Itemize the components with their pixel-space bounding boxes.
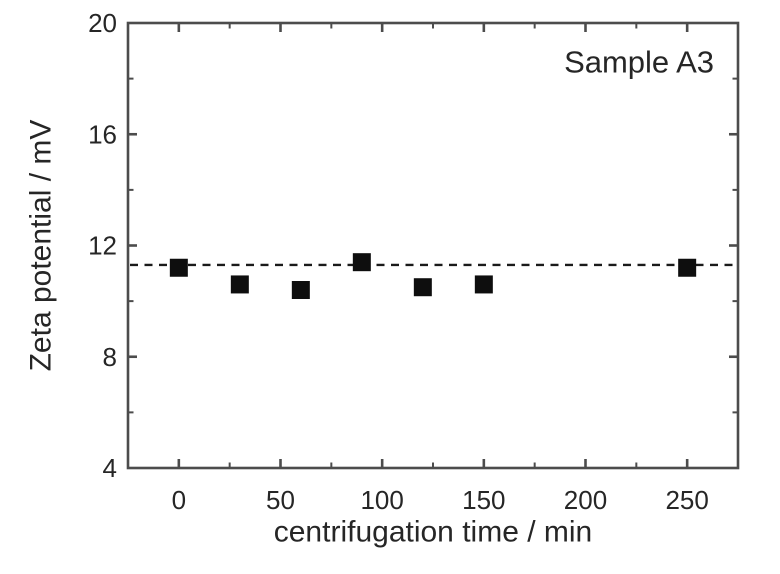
x-axis-title: centrifugation time / min xyxy=(274,516,592,549)
y-tick-label: 16 xyxy=(88,119,117,149)
data-point-marker xyxy=(352,253,371,272)
data-point-marker xyxy=(413,278,432,297)
x-tick-label: 150 xyxy=(462,485,505,515)
data-point-marker xyxy=(474,275,493,294)
y-axis-title: Zeta potential / mV xyxy=(25,120,58,372)
x-tick-label: 0 xyxy=(172,485,186,515)
x-tick-label: 250 xyxy=(665,485,708,515)
sample-annotation: Sample A3 xyxy=(564,45,714,80)
y-tick-label: 8 xyxy=(103,342,117,372)
y-tick-label: 4 xyxy=(103,453,117,483)
data-point-marker xyxy=(230,275,249,294)
x-tick-label: 100 xyxy=(360,485,403,515)
y-tick-label: 20 xyxy=(88,8,117,38)
x-tick-label: 200 xyxy=(564,485,607,515)
data-point-marker xyxy=(678,258,697,277)
data-point-marker xyxy=(291,281,310,299)
x-tick-label: 50 xyxy=(266,485,295,515)
y-tick-label: 12 xyxy=(88,231,117,261)
data-point-marker xyxy=(169,258,188,277)
